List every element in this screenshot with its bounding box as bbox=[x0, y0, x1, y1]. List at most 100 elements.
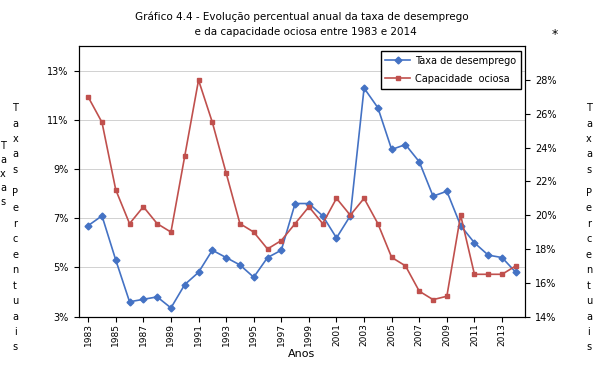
Text: s: s bbox=[586, 342, 591, 352]
Capacidade  ociosa bbox=[236, 221, 243, 226]
Line: Taxa de desemprego: Taxa de desemprego bbox=[86, 86, 518, 310]
Taxa de desemprego bbox=[443, 189, 451, 193]
Capacidade  ociosa bbox=[278, 238, 285, 243]
Text: a: a bbox=[586, 119, 592, 129]
Taxa de desemprego bbox=[85, 223, 92, 228]
Text: a: a bbox=[586, 149, 592, 159]
Text: x: x bbox=[586, 134, 592, 144]
Taxa de desemprego bbox=[250, 275, 257, 279]
Taxa de desemprego bbox=[457, 223, 464, 228]
X-axis label: Anos: Anos bbox=[288, 349, 316, 359]
Text: n: n bbox=[586, 265, 592, 275]
Text: P: P bbox=[12, 188, 18, 198]
Capacidade  ociosa bbox=[319, 221, 326, 226]
Capacidade  ociosa bbox=[85, 95, 92, 99]
Capacidade  ociosa bbox=[250, 230, 257, 234]
Text: s: s bbox=[586, 165, 591, 175]
Taxa de desemprego bbox=[498, 255, 506, 260]
Text: Gráfico 4.4 - Evolução percentual anual da taxa de desemprego: Gráfico 4.4 - Evolução percentual anual … bbox=[135, 12, 469, 22]
Capacidade  ociosa bbox=[471, 272, 478, 277]
Capacidade  ociosa bbox=[512, 264, 519, 268]
Taxa de desemprego bbox=[209, 248, 216, 252]
Text: u: u bbox=[586, 296, 592, 306]
Text: a: a bbox=[586, 312, 592, 322]
Taxa de desemprego bbox=[484, 253, 492, 257]
Line: Capacidade  ociosa: Capacidade ociosa bbox=[86, 78, 518, 302]
Taxa de desemprego bbox=[112, 258, 120, 262]
Text: i: i bbox=[14, 327, 16, 337]
Capacidade  ociosa bbox=[264, 247, 271, 251]
Taxa de desemprego bbox=[222, 255, 230, 260]
Capacidade  ociosa bbox=[292, 221, 299, 226]
Taxa de desemprego bbox=[264, 255, 271, 260]
Text: s: s bbox=[13, 165, 18, 175]
Capacidade  ociosa bbox=[126, 221, 133, 226]
Taxa de desemprego bbox=[292, 201, 299, 206]
Taxa de desemprego bbox=[388, 147, 395, 152]
Capacidade  ociosa bbox=[181, 154, 188, 158]
Text: s: s bbox=[13, 342, 18, 352]
Taxa de desemprego bbox=[361, 86, 368, 90]
Capacidade  ociosa bbox=[112, 188, 120, 192]
Text: r: r bbox=[587, 219, 591, 229]
Capacidade  ociosa bbox=[347, 213, 354, 217]
Capacidade  ociosa bbox=[361, 196, 368, 201]
Text: n: n bbox=[12, 265, 18, 275]
Capacidade  ociosa bbox=[443, 294, 451, 299]
Taxa de desemprego bbox=[167, 306, 175, 310]
Taxa de desemprego bbox=[333, 235, 340, 240]
Taxa de desemprego bbox=[416, 159, 423, 164]
Text: t: t bbox=[13, 281, 17, 291]
Taxa de desemprego bbox=[374, 105, 382, 110]
Taxa de desemprego bbox=[278, 248, 285, 252]
Text: P: P bbox=[586, 188, 592, 198]
Taxa de desemprego bbox=[512, 270, 519, 274]
Text: x: x bbox=[12, 134, 18, 144]
Capacidade  ociosa bbox=[195, 78, 202, 83]
Text: t: t bbox=[587, 281, 591, 291]
Text: u: u bbox=[12, 296, 18, 306]
Text: a: a bbox=[12, 149, 18, 159]
Capacidade  ociosa bbox=[305, 205, 312, 209]
Text: T
a
x
a
s: T a x a s bbox=[0, 141, 6, 207]
Capacidade  ociosa bbox=[98, 120, 106, 125]
Taxa de desemprego bbox=[319, 213, 326, 218]
Capacidade  ociosa bbox=[140, 205, 147, 209]
Taxa de desemprego bbox=[140, 297, 147, 301]
Taxa de desemprego bbox=[126, 300, 133, 304]
Legend: Taxa de desemprego, Capacidade  ociosa: Taxa de desemprego, Capacidade ociosa bbox=[381, 51, 521, 89]
Text: e: e bbox=[12, 250, 18, 260]
Text: c: c bbox=[586, 234, 591, 244]
Capacidade  ociosa bbox=[222, 171, 230, 175]
Capacidade  ociosa bbox=[167, 230, 175, 234]
Capacidade  ociosa bbox=[498, 272, 506, 277]
Capacidade  ociosa bbox=[416, 289, 423, 293]
Capacidade  ociosa bbox=[374, 221, 382, 226]
Text: *: * bbox=[551, 28, 557, 41]
Text: r: r bbox=[13, 219, 17, 229]
Taxa de desemprego bbox=[347, 213, 354, 218]
Taxa de desemprego bbox=[153, 295, 161, 299]
Text: e: e bbox=[586, 250, 592, 260]
Capacidade  ociosa bbox=[484, 272, 492, 277]
Text: e: e bbox=[586, 203, 592, 213]
Text: T: T bbox=[586, 103, 592, 113]
Capacidade  ociosa bbox=[153, 221, 161, 226]
Text: a: a bbox=[12, 119, 18, 129]
Text: T: T bbox=[12, 103, 18, 113]
Taxa de desemprego bbox=[98, 213, 106, 218]
Capacidade  ociosa bbox=[402, 264, 409, 268]
Text: c: c bbox=[13, 234, 18, 244]
Taxa de desemprego bbox=[236, 262, 243, 267]
Capacidade  ociosa bbox=[333, 196, 340, 201]
Taxa de desemprego bbox=[195, 270, 202, 274]
Text: a: a bbox=[12, 312, 18, 322]
Taxa de desemprego bbox=[429, 194, 437, 198]
Taxa de desemprego bbox=[471, 240, 478, 245]
Capacidade  ociosa bbox=[429, 297, 437, 302]
Capacidade  ociosa bbox=[209, 120, 216, 125]
Capacidade  ociosa bbox=[457, 213, 464, 217]
Taxa de desemprego bbox=[181, 282, 188, 287]
Text: e da capacidade ociosa entre 1983 e 2014: e da capacidade ociosa entre 1983 e 2014 bbox=[188, 27, 416, 37]
Taxa de desemprego bbox=[305, 201, 312, 206]
